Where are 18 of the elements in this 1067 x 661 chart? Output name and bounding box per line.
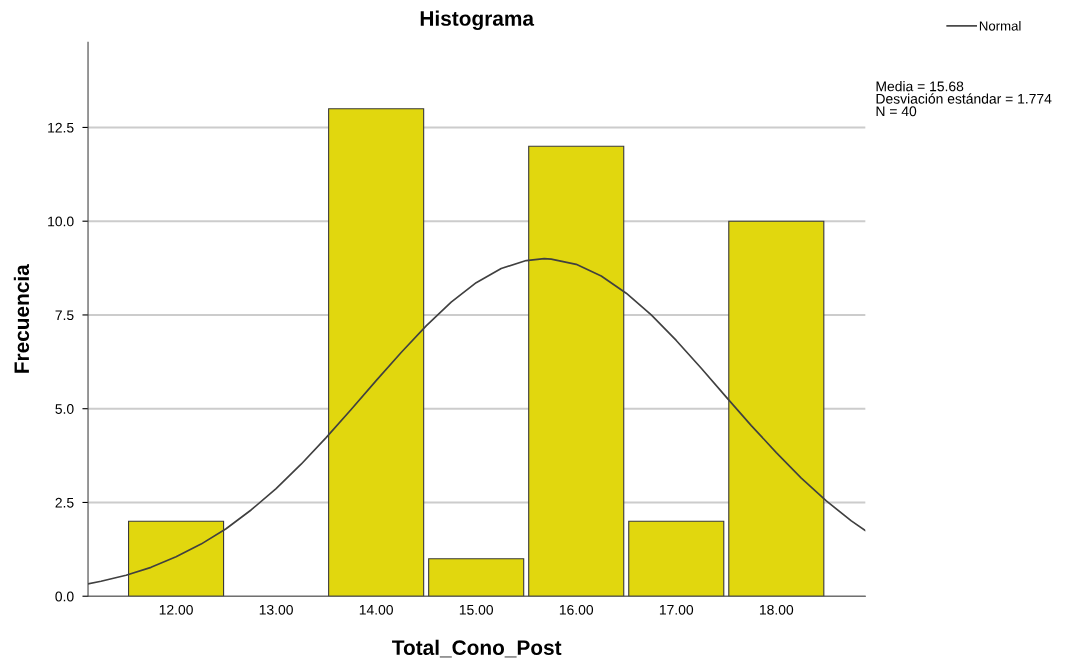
- x-tick-label: 18.00: [759, 604, 794, 615]
- chart-title: Histograma: [420, 10, 535, 31]
- y-tick-label: 12.5: [48, 122, 74, 133]
- y-tick-label: 0.0: [55, 591, 74, 602]
- x-tick-label: 14.00: [359, 604, 393, 615]
- y-tick-label: 2.5: [55, 497, 74, 508]
- y-tick-label: 7.5: [55, 310, 74, 321]
- y-tick-label: 5.0: [55, 404, 74, 414]
- x-tick-label: 12.00: [159, 604, 193, 615]
- x-tick-label: 17.00: [659, 604, 694, 615]
- x-tick-label: 16.00: [559, 604, 594, 615]
- x-tick-label: 13.00: [259, 604, 293, 615]
- x-tick-label: 15.00: [459, 604, 494, 615]
- legend-label: Normal: [979, 20, 1021, 31]
- y-axis-title: Frecuencia: [13, 264, 30, 373]
- y-tick-label: 10.0: [48, 216, 74, 227]
- text: Media = 15.68 Desviación estándar = 1.774 N = 40: [876, 81, 1052, 117]
- x-axis-title: Total_Cono_Post: [392, 639, 562, 658]
